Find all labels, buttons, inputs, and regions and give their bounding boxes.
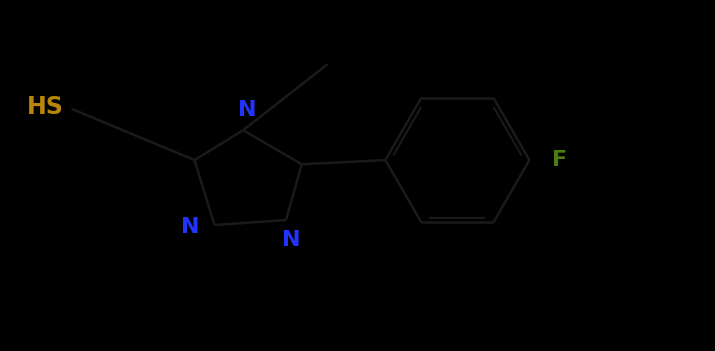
- Text: F: F: [553, 150, 568, 170]
- Text: N: N: [238, 100, 257, 120]
- Text: HS: HS: [26, 95, 64, 119]
- Text: N: N: [181, 217, 199, 237]
- Text: N: N: [282, 230, 300, 250]
